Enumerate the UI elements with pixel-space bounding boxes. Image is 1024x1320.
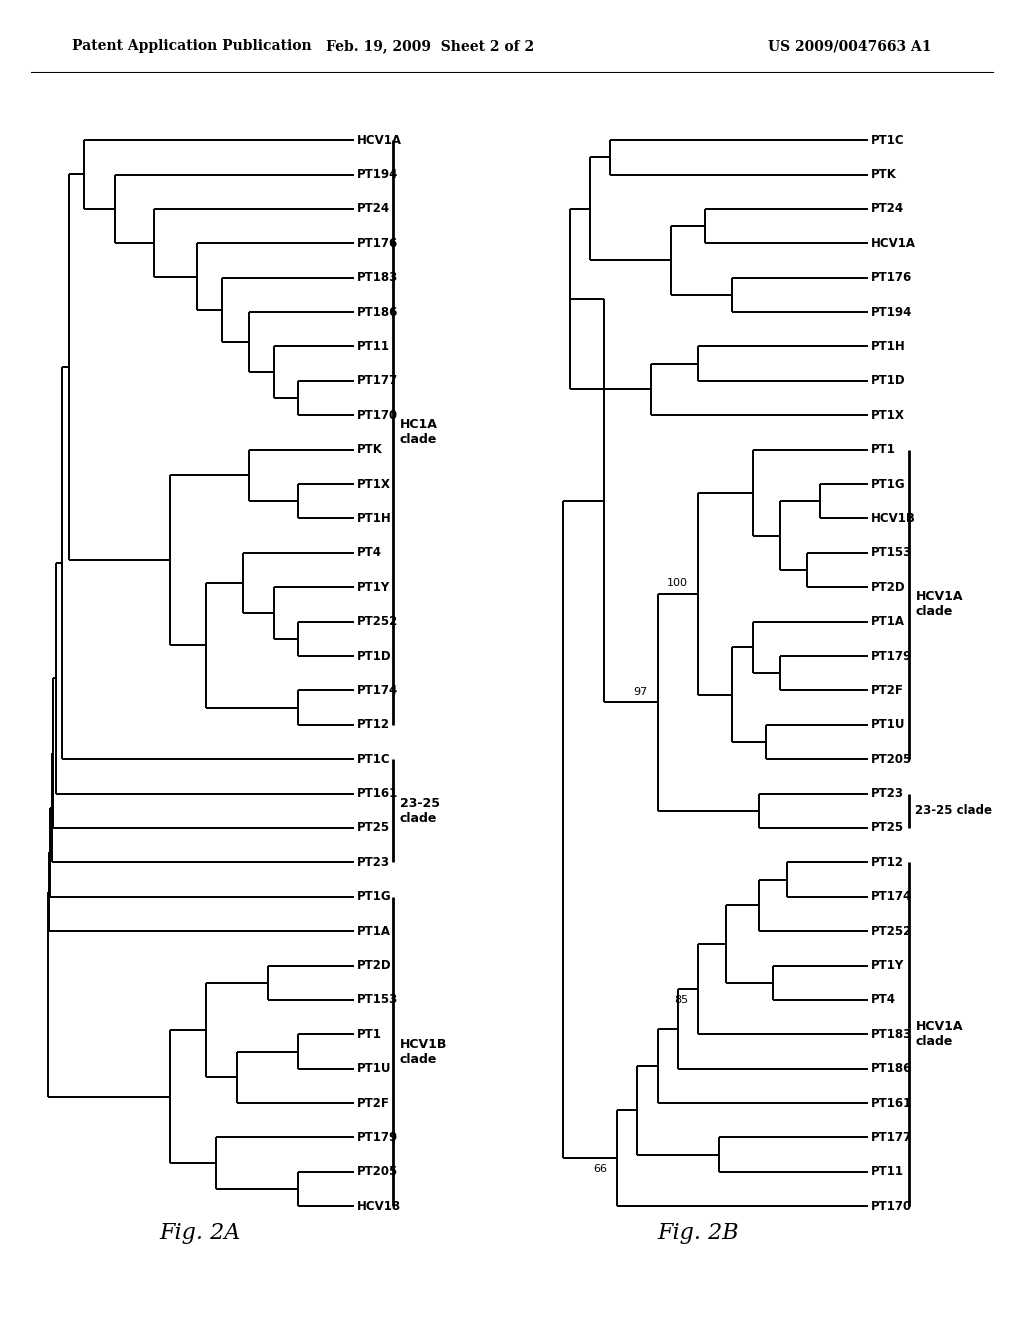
- Text: 100: 100: [668, 578, 688, 589]
- Text: PT205: PT205: [871, 752, 912, 766]
- Text: PT174: PT174: [871, 890, 912, 903]
- Text: HCV18: HCV18: [356, 1200, 400, 1213]
- Text: PT205: PT205: [356, 1166, 398, 1179]
- Text: Fig. 2A: Fig. 2A: [160, 1222, 241, 1245]
- Text: PT153: PT153: [871, 546, 912, 560]
- Text: US 2009/0047663 A1: US 2009/0047663 A1: [768, 40, 932, 53]
- Text: HCV1B
clade: HCV1B clade: [399, 1038, 446, 1065]
- Text: PT4: PT4: [356, 546, 382, 560]
- Text: PT252: PT252: [356, 615, 398, 628]
- Text: 66: 66: [593, 1164, 607, 1173]
- Text: PTK: PTK: [871, 168, 897, 181]
- Text: 85: 85: [674, 994, 688, 1005]
- Text: Feb. 19, 2009  Sheet 2 of 2: Feb. 19, 2009 Sheet 2 of 2: [326, 40, 535, 53]
- Text: PT179: PT179: [871, 649, 912, 663]
- Text: PTK: PTK: [356, 444, 383, 457]
- Text: HCV1B: HCV1B: [871, 512, 916, 525]
- Text: PT177: PT177: [871, 1131, 912, 1144]
- Text: PT12: PT12: [871, 855, 904, 869]
- Text: PT24: PT24: [871, 202, 904, 215]
- Text: PT161: PT161: [871, 1097, 912, 1110]
- Text: PT25: PT25: [871, 821, 904, 834]
- Text: PT176: PT176: [871, 271, 912, 284]
- Text: PT1C: PT1C: [356, 752, 390, 766]
- Text: PT1C: PT1C: [871, 133, 905, 147]
- Text: 97: 97: [634, 686, 647, 697]
- Text: PT183: PT183: [356, 271, 398, 284]
- Text: PT1H: PT1H: [871, 341, 906, 352]
- Text: PT1: PT1: [871, 444, 896, 457]
- Text: PT23: PT23: [871, 787, 904, 800]
- Text: 23-25 clade: 23-25 clade: [915, 804, 992, 817]
- Text: PT1U: PT1U: [871, 718, 906, 731]
- Text: PT1H: PT1H: [356, 512, 391, 525]
- Text: PT1D: PT1D: [871, 375, 906, 387]
- Text: PT1X: PT1X: [356, 478, 390, 491]
- Text: PT4: PT4: [871, 994, 896, 1006]
- Text: PT1A: PT1A: [356, 924, 391, 937]
- Text: PT11: PT11: [871, 1166, 904, 1179]
- Text: HC1A
clade: HC1A clade: [399, 418, 437, 446]
- Text: PT24: PT24: [356, 202, 390, 215]
- Text: HCV1A: HCV1A: [871, 236, 916, 249]
- Text: PT194: PT194: [356, 168, 398, 181]
- Text: PT186: PT186: [871, 1063, 912, 1076]
- Text: PT25: PT25: [356, 821, 390, 834]
- Text: PT1Y: PT1Y: [871, 960, 904, 972]
- Text: 23-25
clade: 23-25 clade: [399, 797, 439, 825]
- Text: HCV1A
clade: HCV1A clade: [915, 590, 963, 618]
- Text: PT186: PT186: [356, 306, 398, 318]
- Text: HCV1A: HCV1A: [356, 133, 401, 147]
- Text: Patent Application Publication: Patent Application Publication: [72, 40, 311, 53]
- Text: PT2F: PT2F: [356, 1097, 389, 1110]
- Text: PT23: PT23: [356, 855, 390, 869]
- Text: PT176: PT176: [356, 236, 398, 249]
- Text: PT252: PT252: [871, 924, 912, 937]
- Text: PT177: PT177: [356, 375, 397, 387]
- Text: PT174: PT174: [356, 684, 398, 697]
- Text: PT2F: PT2F: [871, 684, 904, 697]
- Text: Fig. 2B: Fig. 2B: [657, 1222, 739, 1245]
- Text: PT12: PT12: [356, 718, 390, 731]
- Text: PT183: PT183: [871, 1028, 912, 1040]
- Text: PT179: PT179: [356, 1131, 398, 1144]
- Text: PT2D: PT2D: [356, 960, 391, 972]
- Text: PT170: PT170: [871, 1200, 912, 1213]
- Text: PT161: PT161: [356, 787, 398, 800]
- Text: PT194: PT194: [871, 306, 912, 318]
- Text: PT1Y: PT1Y: [356, 581, 390, 594]
- Text: PT2D: PT2D: [871, 581, 906, 594]
- Text: PT1U: PT1U: [356, 1063, 391, 1076]
- Text: HCV1A
clade: HCV1A clade: [915, 1020, 963, 1048]
- Text: PT170: PT170: [356, 409, 397, 422]
- Text: PT11: PT11: [356, 341, 390, 352]
- Text: PT1G: PT1G: [871, 478, 906, 491]
- Text: PT1D: PT1D: [356, 649, 391, 663]
- Text: PT153: PT153: [356, 994, 398, 1006]
- Text: PT1A: PT1A: [871, 615, 905, 628]
- Text: PT1X: PT1X: [871, 409, 905, 422]
- Text: PT1: PT1: [356, 1028, 382, 1040]
- Text: PT1G: PT1G: [356, 890, 391, 903]
